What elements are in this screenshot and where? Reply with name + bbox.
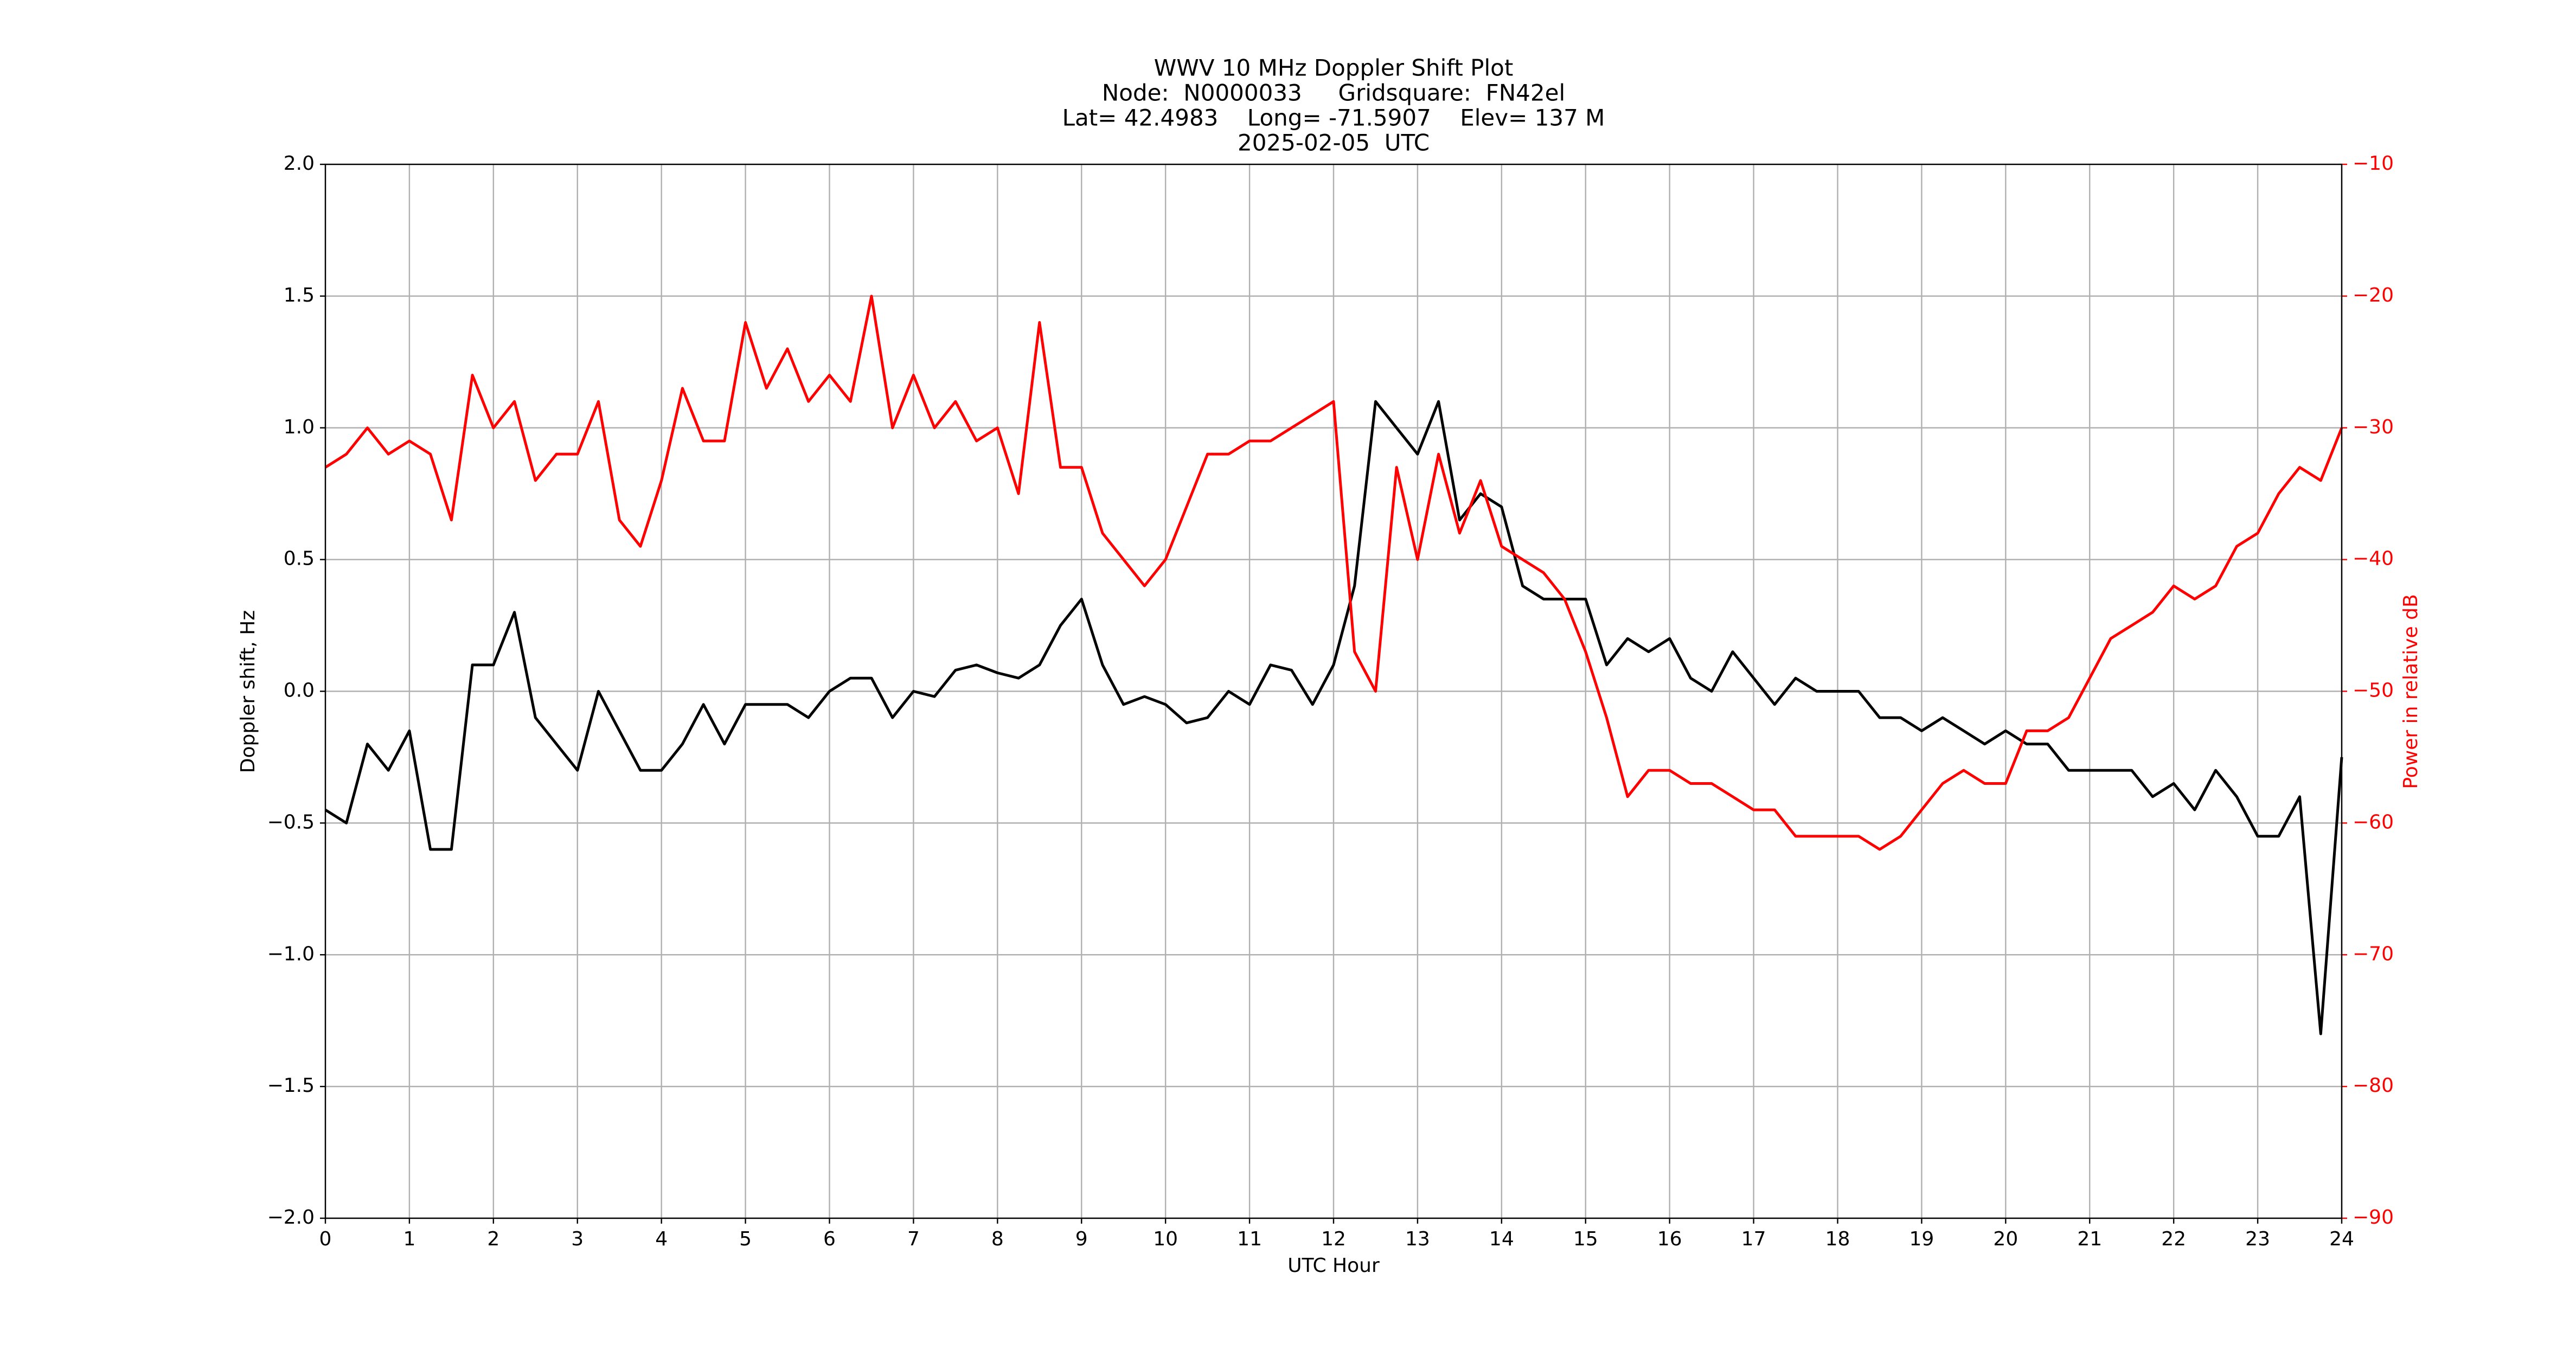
- x-tick-label: 13: [1405, 1228, 1430, 1250]
- x-tick-label: 12: [1321, 1228, 1346, 1250]
- x-tick-label: 10: [1153, 1228, 1178, 1250]
- y2-tick-label: −90: [2353, 1206, 2394, 1229]
- x-tick-label: 9: [1075, 1228, 1088, 1250]
- x-tick-label: 21: [2077, 1228, 2102, 1250]
- x-tick-label: 8: [991, 1228, 1004, 1250]
- data-line: [324, 400, 2343, 1035]
- x-tick-label: 15: [1573, 1228, 1598, 1250]
- x-tick-label: 22: [2161, 1228, 2186, 1250]
- chart-title: Node: N0000033 Gridsquare: FN42el: [1102, 80, 1565, 106]
- x-tick-label: 17: [1741, 1228, 1766, 1250]
- y-tick-label: 0.0: [284, 680, 315, 702]
- x-tick-label: 20: [1993, 1228, 2018, 1250]
- x-tick-label: 16: [1657, 1228, 1682, 1250]
- x-tick-label: 1: [403, 1228, 415, 1250]
- x-tick-label: 24: [2329, 1228, 2354, 1250]
- y-tick-label: 0.5: [284, 548, 315, 570]
- y-axis-label: Doppler shift, Hz: [237, 610, 259, 773]
- y2-tick-label: −80: [2353, 1074, 2394, 1097]
- x-tick-label: 5: [739, 1228, 752, 1250]
- y2-tick-label: −10: [2353, 152, 2394, 175]
- y-tick-label: −0.5: [267, 811, 315, 833]
- y-tick-label: −2.0: [267, 1206, 315, 1229]
- chart-title: WWV 10 MHz Doppler Shift Plot: [1154, 55, 1514, 81]
- data-line: [324, 295, 2343, 851]
- y-tick-label: −1.0: [267, 943, 315, 965]
- y-tick-label: 1.0: [284, 416, 315, 438]
- x-tick-label: 14: [1489, 1228, 1514, 1250]
- x-tick-label: 2: [487, 1228, 499, 1250]
- y2-tick-label: −40: [2353, 548, 2394, 570]
- chart-title: 2025-02-05 UTC: [1238, 130, 1430, 156]
- y2-tick-label: −20: [2353, 284, 2394, 306]
- y2-tick-label: −50: [2353, 680, 2394, 702]
- x-tick-label: 18: [1825, 1228, 1850, 1250]
- chart-title: Lat= 42.4983 Long= -71.5907 Elev= 137 M: [1062, 105, 1605, 131]
- plot-frame: [324, 163, 2343, 1219]
- x-tick-label: 7: [907, 1228, 920, 1250]
- x-tick-label: 3: [571, 1228, 584, 1250]
- x-tick-label: 6: [823, 1228, 836, 1250]
- x-tick-label: 4: [655, 1228, 668, 1250]
- y-tick-label: −1.5: [267, 1074, 315, 1097]
- y2-tick-label: −70: [2353, 943, 2394, 965]
- y2-axis-label: Power in relative dB: [2400, 594, 2422, 789]
- x-axis-label: UTC Hour: [1287, 1255, 1380, 1277]
- y2-tick-label: −30: [2353, 416, 2394, 438]
- y-tick-label: 1.5: [284, 284, 315, 306]
- y-tick-label: 2.0: [284, 152, 315, 175]
- x-tick-label: 19: [1909, 1228, 1934, 1250]
- x-tick-label: 23: [2245, 1228, 2270, 1250]
- x-tick-label: 0: [319, 1228, 332, 1250]
- y2-tick-label: −60: [2353, 811, 2394, 833]
- x-tick-label: 11: [1237, 1228, 1262, 1250]
